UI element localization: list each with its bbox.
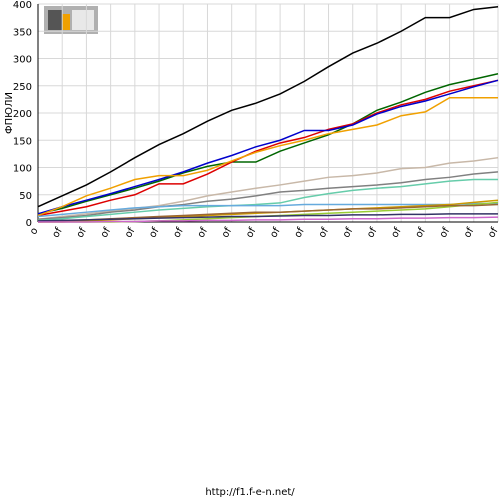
y-axis-label: ФПЮЛИ <box>4 92 15 134</box>
x-tick-label: of <box>172 226 187 240</box>
y-tick-label: 50 <box>19 191 32 202</box>
series-line <box>37 73 499 215</box>
y-tick-label: 200 <box>13 109 32 120</box>
x-tick-label: of <box>99 226 114 240</box>
series-line <box>37 79 499 217</box>
x-tick-label: of <box>75 226 90 240</box>
x-tick-label: of <box>438 226 453 240</box>
y-tick-label: 400 <box>13 0 32 11</box>
series-line <box>37 5 499 208</box>
y-tick-label: 250 <box>13 82 32 93</box>
x-tick-label: of <box>196 226 211 240</box>
x-tick-label: о <box>28 226 41 237</box>
y-tick-label: 300 <box>13 55 32 66</box>
x-tick-label: of <box>268 226 283 240</box>
series-line <box>37 79 499 215</box>
x-tick-label: of <box>50 226 65 240</box>
series-line <box>37 96 498 217</box>
x-tick-label: of <box>317 226 332 240</box>
x-tick-label: of <box>365 226 380 240</box>
x-tick-label: of <box>486 226 500 240</box>
footer: http://f1.f-e-n.net/ <box>205 487 295 498</box>
x-tick-label: of <box>389 226 404 240</box>
series-line <box>37 156 499 221</box>
x-tick-label: of <box>123 226 138 240</box>
series-line <box>37 202 498 218</box>
x-tick-label: of <box>293 226 308 240</box>
series-line <box>37 171 499 221</box>
x-tick-label: of <box>244 226 259 240</box>
x-tick-label: of <box>147 226 162 240</box>
series-line <box>37 178 498 222</box>
series-line <box>37 213 498 222</box>
x-tick-label: of <box>414 226 429 240</box>
y-tick-label: 100 <box>13 164 32 175</box>
series-line <box>38 216 499 223</box>
x-tick-label: of <box>341 226 356 240</box>
x-tick-label: of <box>220 226 235 240</box>
y-tick-label: 350 <box>13 27 32 38</box>
logo <box>44 6 98 34</box>
y-tick-label: 150 <box>13 136 32 147</box>
y-tick-label: 0 <box>26 218 32 229</box>
x-tick-label: of <box>462 226 477 240</box>
